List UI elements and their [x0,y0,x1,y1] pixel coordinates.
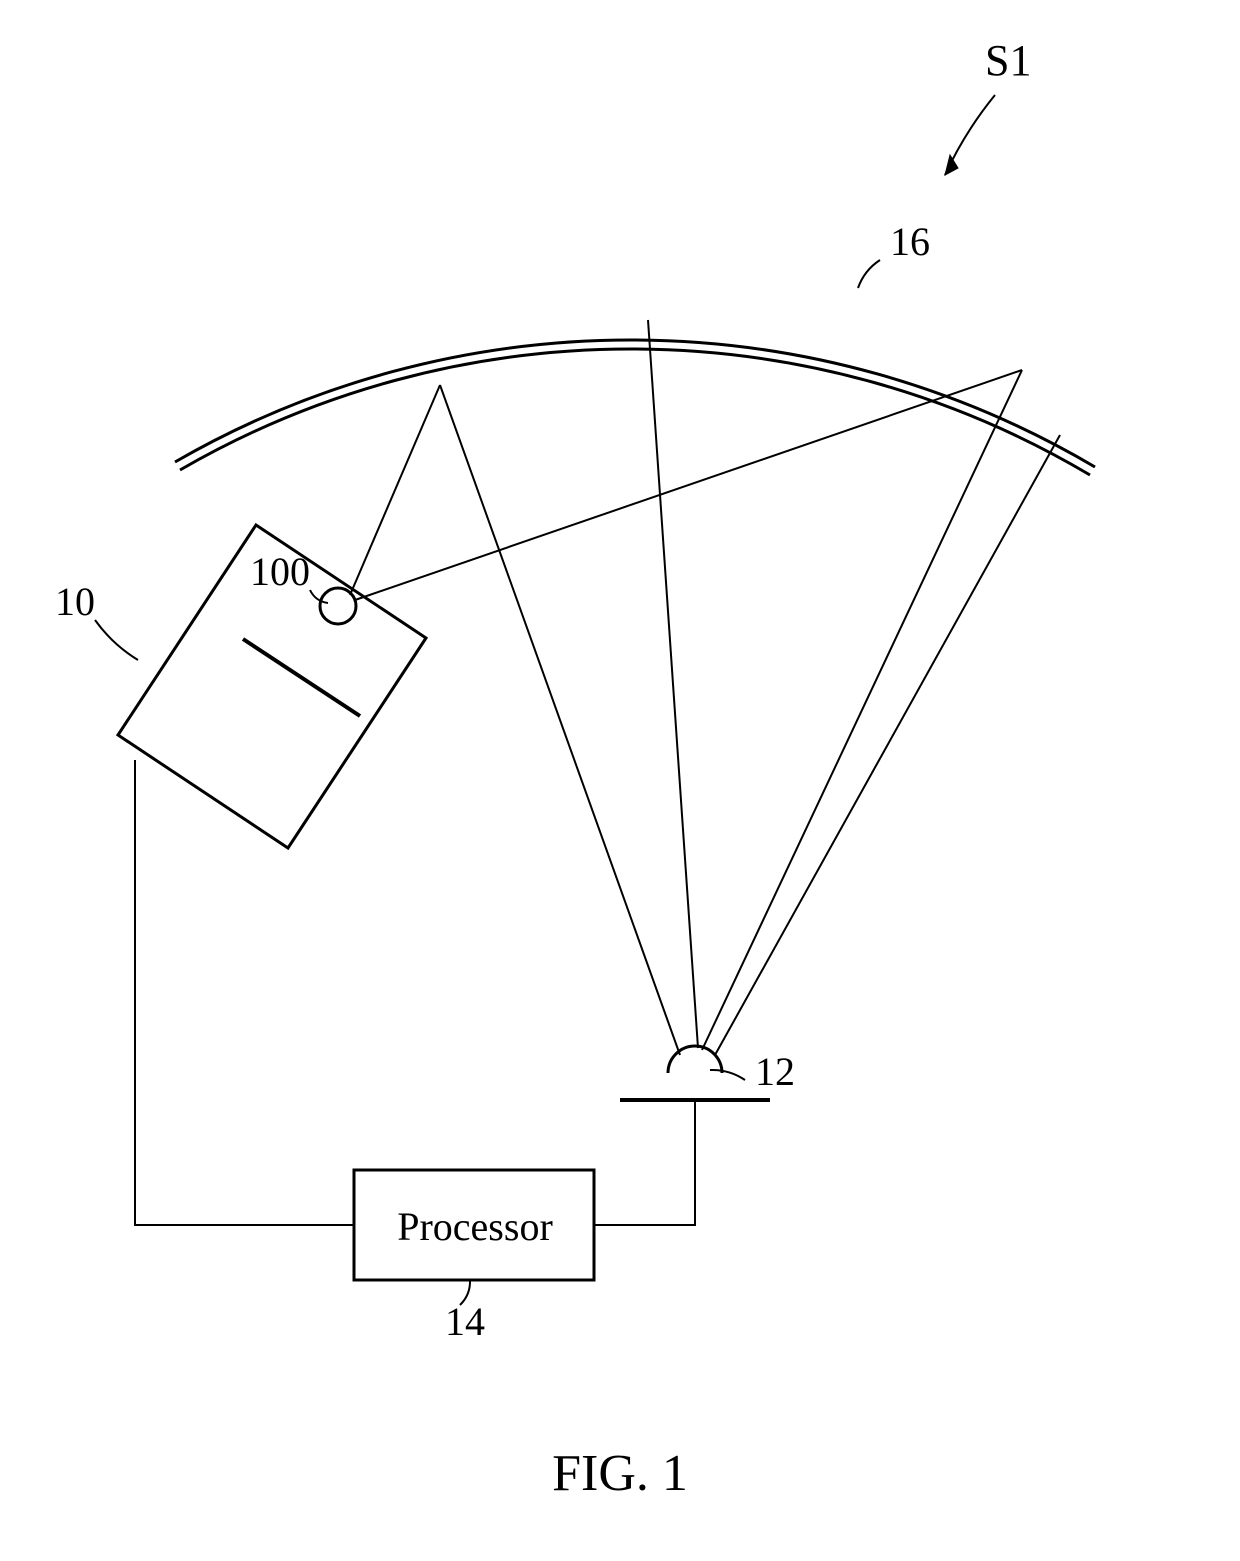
label-12: 12 [755,1049,795,1094]
label-10: 10 [55,579,95,624]
optical-rays [350,320,1060,1055]
connection-wires [135,760,695,1225]
labels: S1 16 100 10 12 14 [55,36,1031,1344]
label-s1: S1 [985,36,1031,85]
processor-14: Processor [354,1170,594,1280]
processor-label: Processor [397,1204,553,1249]
label-16: 16 [890,219,930,264]
label-14: 14 [445,1299,485,1344]
figure-caption: FIG. 1 [552,1445,688,1502]
leader-lines [95,95,995,1305]
mirror-16 [175,340,1095,475]
figure-diagram: Processor S1 16 100 10 12 14 FIG. 1 [0,0,1240,1561]
label-100: 100 [250,549,310,594]
detector-12 [620,1046,770,1100]
